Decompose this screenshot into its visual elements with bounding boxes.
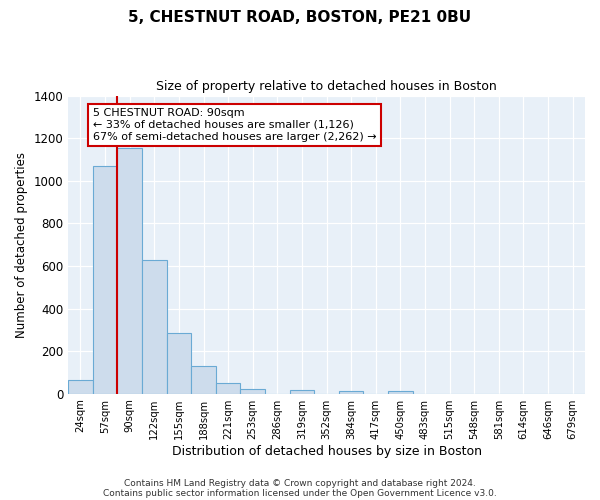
Bar bbox=[388, 390, 413, 394]
Y-axis label: Number of detached properties: Number of detached properties bbox=[15, 152, 28, 338]
Title: Size of property relative to detached houses in Boston: Size of property relative to detached ho… bbox=[156, 80, 497, 93]
Bar bbox=[167, 333, 191, 394]
Bar bbox=[68, 380, 93, 394]
Bar bbox=[241, 390, 265, 394]
Bar bbox=[339, 390, 364, 394]
Text: Contains public sector information licensed under the Open Government Licence v3: Contains public sector information licen… bbox=[103, 488, 497, 498]
Bar bbox=[93, 166, 118, 394]
Bar bbox=[142, 260, 167, 394]
Bar bbox=[118, 148, 142, 394]
Text: 5 CHESTNUT ROAD: 90sqm
← 33% of detached houses are smaller (1,126)
67% of semi-: 5 CHESTNUT ROAD: 90sqm ← 33% of detached… bbox=[93, 108, 376, 142]
Text: Contains HM Land Registry data © Crown copyright and database right 2024.: Contains HM Land Registry data © Crown c… bbox=[124, 478, 476, 488]
Bar bbox=[191, 366, 216, 394]
Text: 5, CHESTNUT ROAD, BOSTON, PE21 0BU: 5, CHESTNUT ROAD, BOSTON, PE21 0BU bbox=[128, 10, 472, 25]
X-axis label: Distribution of detached houses by size in Boston: Distribution of detached houses by size … bbox=[172, 444, 482, 458]
Bar bbox=[216, 384, 241, 394]
Bar bbox=[290, 390, 314, 394]
